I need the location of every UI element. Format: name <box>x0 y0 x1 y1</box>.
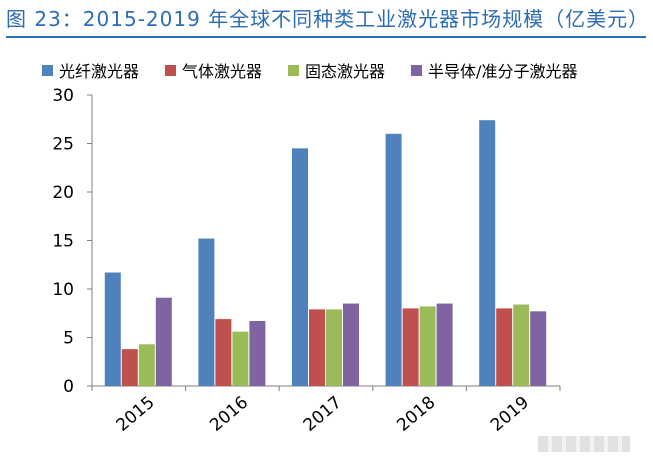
y-tick-label: 15 <box>52 232 74 252</box>
bar-2019-series-0 <box>479 120 496 386</box>
bar-2016-series-0 <box>198 238 215 386</box>
chart-legend: 光纤激光器 气体激光器 固态激光器 半导体/准分子激光器 <box>42 58 577 82</box>
bar-2015-series-2 <box>138 344 155 386</box>
bar-2016-series-1 <box>215 319 232 386</box>
bar-2019-series-1 <box>496 308 513 386</box>
bar-2015-series-3 <box>155 297 172 386</box>
title-divider <box>6 36 646 38</box>
legend-item-fiber: 光纤激光器 <box>42 58 139 82</box>
x-tick-label: 2019 <box>487 393 533 436</box>
legend-swatch-semiconductor <box>411 64 423 76</box>
x-tick-label: 2017 <box>300 393 346 436</box>
y-tick-label: 30 <box>52 86 74 106</box>
bar-2016-series-3 <box>249 321 266 386</box>
legend-label-fiber: 光纤激光器 <box>59 62 140 81</box>
watermark <box>538 436 630 452</box>
legend-swatch-fiber <box>42 64 53 76</box>
y-tick-label: 25 <box>52 135 74 155</box>
legend-label-semiconductor: 半导体/准分子激光器 <box>428 62 578 81</box>
bar-2018-series-0 <box>385 133 402 386</box>
bar-2015-series-0 <box>104 272 121 386</box>
y-tick-label: 5 <box>63 329 74 349</box>
y-tick-label: 10 <box>52 280 74 300</box>
bar-2017-series-0 <box>292 148 308 386</box>
legend-swatch-gas <box>165 64 177 76</box>
bar-2018-series-2 <box>419 306 436 386</box>
bar-2017-series-2 <box>326 309 342 386</box>
bar-2019-series-2 <box>513 304 530 386</box>
x-tick-label: 2016 <box>206 393 252 436</box>
bar-2016-series-2 <box>232 331 249 386</box>
bar-2015-series-1 <box>121 349 138 386</box>
legend-label-solid: 固态激光器 <box>305 62 386 81</box>
bar-2019-series-3 <box>530 311 547 386</box>
legend-item-semiconductor: 半导体/准分子激光器 <box>411 58 577 82</box>
bar-2017-series-3 <box>343 303 359 386</box>
x-tick-label: 2018 <box>393 393 439 436</box>
legend-item-gas: 气体激光器 <box>165 58 262 82</box>
figure-title: 图 23：2015-2019 年全球不同种类工业激光器市场规模（亿美元） <box>6 7 650 31</box>
legend-swatch-solid <box>288 64 300 76</box>
x-tick-label: 2015 <box>113 393 159 436</box>
legend-label-gas: 气体激光器 <box>182 62 263 81</box>
y-tick-label: 0 <box>63 377 74 397</box>
bar-2018-series-1 <box>402 308 419 386</box>
y-tick-label: 20 <box>52 183 74 203</box>
bar-2018-series-3 <box>436 303 453 386</box>
legend-item-solid: 固态激光器 <box>288 58 385 82</box>
bar-2017-series-1 <box>309 309 325 386</box>
